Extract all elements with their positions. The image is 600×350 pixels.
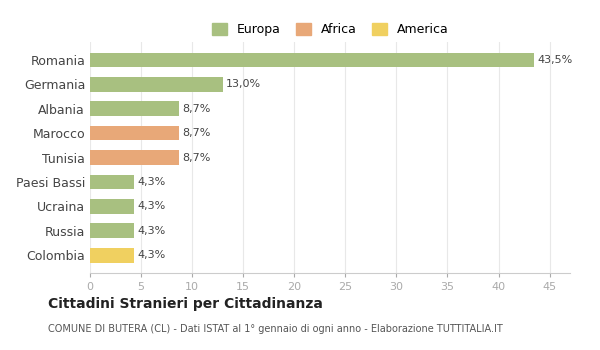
Bar (90, 77, 223, 92)
Text: 43,5%: 43,5% (538, 55, 572, 65)
Text: 8,7%: 8,7% (182, 128, 210, 138)
Text: 4,3%: 4,3% (137, 201, 165, 211)
Bar (90, 150, 179, 165)
Text: COMUNE DI BUTERA (CL) - Dati ISTAT al 1° gennaio di ogni anno - Elaborazione TUT: COMUNE DI BUTERA (CL) - Dati ISTAT al 1°… (48, 324, 503, 335)
Text: 13,0%: 13,0% (226, 79, 261, 89)
Bar (90, 175, 134, 189)
Text: 8,7%: 8,7% (182, 153, 210, 162)
Bar (90, 223, 134, 238)
Bar (90, 199, 134, 214)
Text: 4,3%: 4,3% (137, 250, 165, 260)
Bar (90, 52, 534, 67)
Text: 4,3%: 4,3% (137, 177, 165, 187)
Legend: Europa, Africa, America: Europa, Africa, America (207, 18, 453, 41)
Bar (90, 126, 179, 140)
Bar (90, 102, 179, 116)
Text: Cittadini Stranieri per Cittadinanza: Cittadini Stranieri per Cittadinanza (48, 297, 323, 311)
Text: 8,7%: 8,7% (182, 104, 210, 114)
Text: 4,3%: 4,3% (137, 226, 165, 236)
Bar (90, 248, 134, 262)
